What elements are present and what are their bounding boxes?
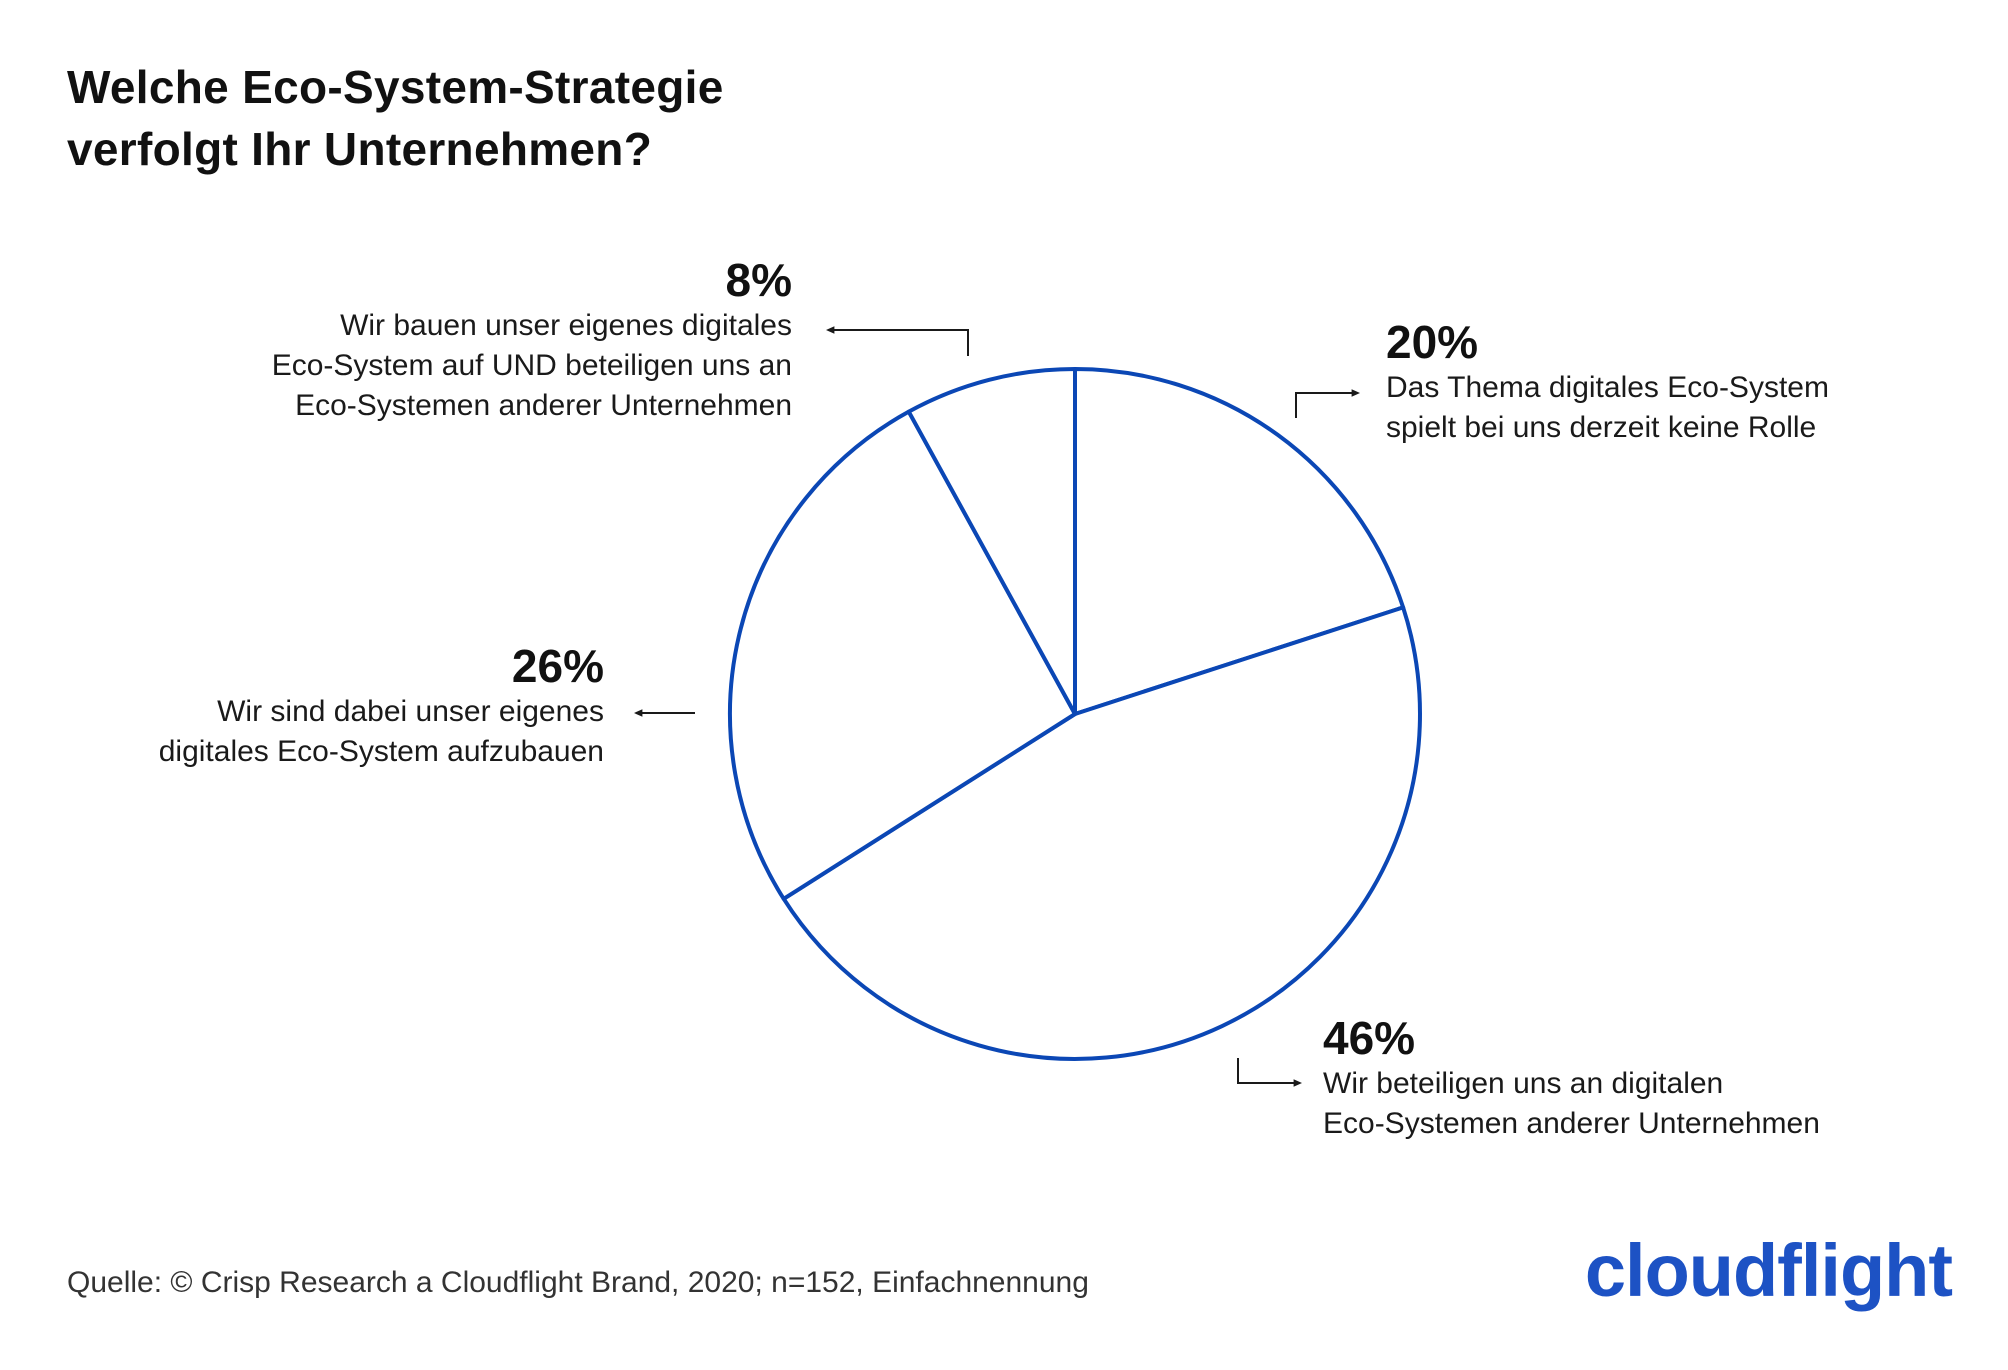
slice-label-0: 20% Das Thema digitales Eco-System spiel… bbox=[1386, 316, 1829, 448]
leader-arrow-1 bbox=[1293, 1079, 1302, 1087]
slice-2-text-line-1: Wir sind dabei unser eigenes bbox=[217, 695, 604, 728]
slice-3-text-line-3: Eco-Systemen anderer Unternehmen bbox=[295, 389, 792, 422]
leader-line-0 bbox=[1295, 392, 1355, 418]
slice-1-text-line-2: Eco-Systemen anderer Unternehmen bbox=[1323, 1107, 1820, 1140]
slice-label-3: 8% Wir bauen unser eigenes digitales Eco… bbox=[160, 254, 792, 426]
slice-2-text-line-2: digitales Eco-System aufzubauen bbox=[158, 735, 604, 768]
slice-0-percent: 20% bbox=[1386, 316, 1479, 368]
slice-2-percent: 26% bbox=[511, 640, 604, 692]
pie-slice-0 bbox=[1073, 367, 1406, 716]
slice-label-2: 26% Wir sind dabei unser eigenes digital… bbox=[60, 640, 604, 772]
leader-arrow-0 bbox=[1351, 389, 1360, 397]
slice-1-text-line-1: Wir beteiligen uns an digitalen bbox=[1323, 1067, 1724, 1100]
slice-3-text-line-2: Eco-System auf UND beteiligen uns an bbox=[271, 349, 792, 382]
leader-lines bbox=[634, 326, 1360, 1087]
pie-slice-2 bbox=[728, 409, 1077, 901]
cloudflight-logo: cloudflight bbox=[1584, 1229, 1953, 1312]
slice-0-text-line-2: spielt bei uns derzeit keine Rolle bbox=[1386, 411, 1817, 444]
leader-line-3 bbox=[832, 329, 969, 356]
leader-arrow-3 bbox=[826, 326, 835, 334]
slice-label-1: 46% Wir beteiligen uns an digitalen Eco-… bbox=[1323, 1012, 1820, 1144]
chart-title: Welche Eco-System-Strategie verfolgt Ihr… bbox=[67, 56, 967, 180]
leader-arrow-2 bbox=[634, 709, 643, 717]
title-line-2: verfolgt Ihr Unternehmen? bbox=[67, 123, 653, 175]
slice-0-text-line-1: Das Thema digitales Eco-System bbox=[1386, 371, 1829, 404]
slice-3-text-line-1: Wir bauen unser eigenes digitales bbox=[340, 309, 792, 342]
leader-line-1 bbox=[1237, 1058, 1296, 1084]
slice-1-percent: 46% bbox=[1323, 1012, 1416, 1064]
pie-slice-1 bbox=[781, 605, 1422, 1061]
slice-3-percent: 8% bbox=[725, 254, 792, 306]
source-note: Quelle: © Crisp Research a Cloudflight B… bbox=[67, 1266, 1089, 1299]
title-line-1: Welche Eco-System-Strategie bbox=[67, 61, 724, 113]
pie-slices bbox=[728, 367, 1422, 1061]
pie-slice-3 bbox=[906, 367, 1077, 716]
